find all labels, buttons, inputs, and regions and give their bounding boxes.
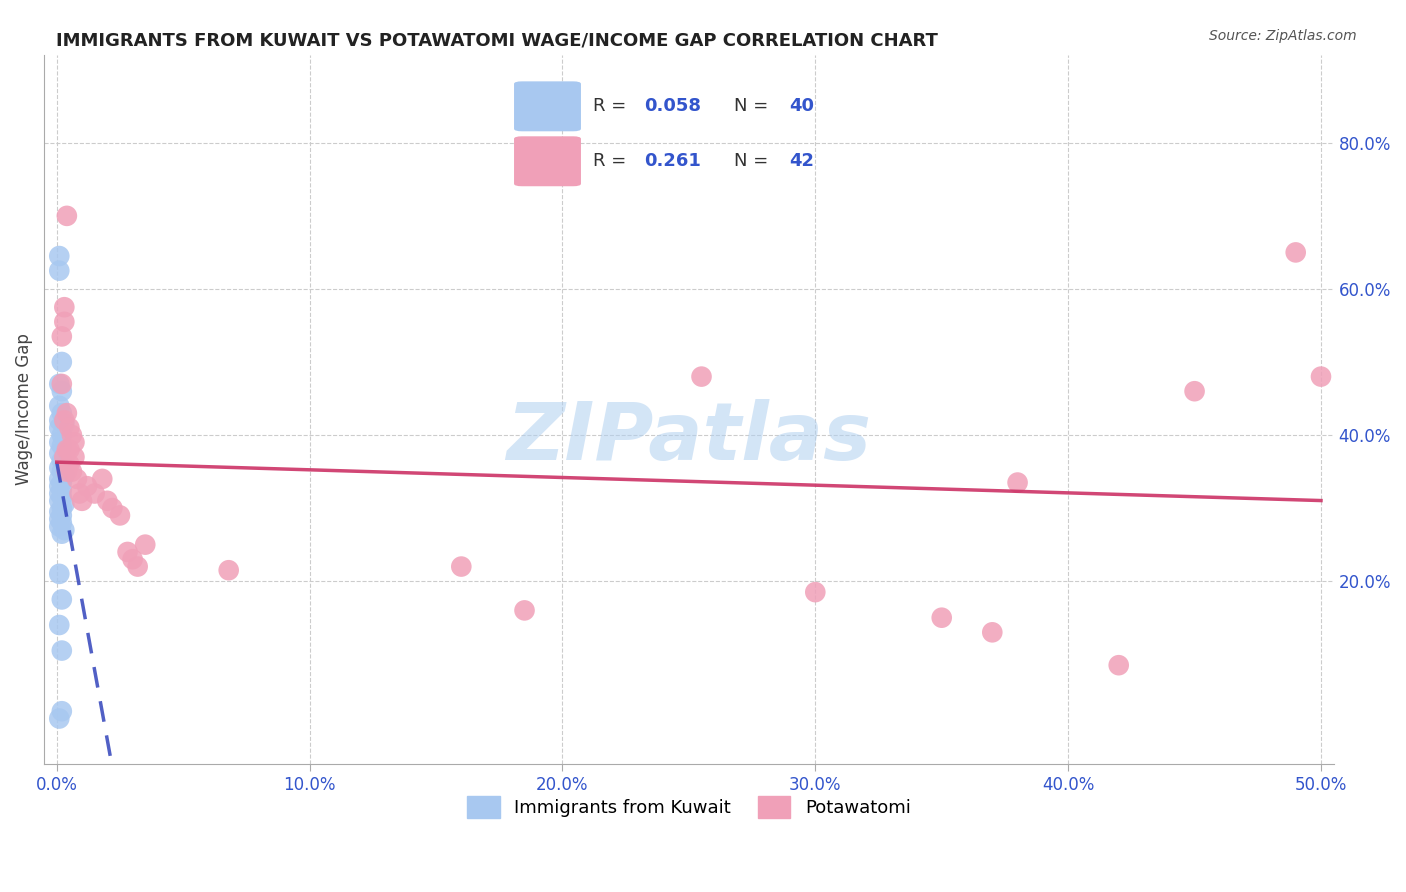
Point [48, 566, 70, 581]
Text: ZIPatlas: ZIPatlas [506, 399, 872, 477]
Point [51, 355, 73, 369]
Point [51, 329, 73, 343]
Text: N =: N = [734, 97, 775, 115]
Point [53, 450, 76, 464]
Point [51, 384, 73, 399]
Point [56, 209, 79, 223]
Point [56, 442, 79, 457]
Point [58, 457, 80, 471]
Point [53, 468, 76, 483]
Point [51, 526, 73, 541]
Point [117, 545, 139, 559]
Point [121, 552, 143, 566]
Point [48, 486, 70, 500]
Point [63, 435, 86, 450]
Point [101, 501, 124, 516]
Point [48, 461, 70, 475]
Point [931, 610, 953, 624]
Point [48, 263, 70, 277]
Point [53, 523, 76, 537]
Point [48, 479, 70, 493]
Point [48, 435, 70, 450]
Point [48, 712, 70, 726]
Point [51, 406, 73, 420]
Point [69, 486, 91, 500]
Point [53, 413, 76, 427]
Point [48, 472, 70, 486]
Point [53, 498, 76, 512]
Text: 42: 42 [790, 153, 814, 170]
Text: R =: R = [593, 97, 631, 115]
Point [51, 453, 73, 467]
Point [1007, 475, 1029, 490]
Point [48, 446, 70, 460]
Point [690, 369, 713, 384]
Point [48, 399, 70, 413]
Point [48, 493, 70, 508]
Point [1285, 245, 1308, 260]
Point [70, 493, 93, 508]
Point [48, 376, 70, 391]
Point [51, 428, 73, 442]
Point [60, 428, 83, 442]
Point [51, 508, 73, 523]
Point [51, 475, 73, 490]
Point [60, 465, 83, 479]
Point [1184, 384, 1206, 399]
Point [51, 439, 73, 453]
Point [83, 486, 105, 500]
Point [53, 417, 76, 431]
Point [981, 625, 1004, 640]
Point [51, 704, 73, 718]
FancyBboxPatch shape [515, 136, 581, 186]
Point [51, 483, 73, 497]
Point [51, 592, 73, 607]
Point [48, 519, 70, 533]
Point [63, 450, 86, 464]
Point [450, 559, 472, 574]
Point [48, 618, 70, 632]
Point [51, 376, 73, 391]
Text: IMMIGRANTS FROM KUWAIT VS POTAWATOMI WAGE/INCOME GAP CORRELATION CHART: IMMIGRANTS FROM KUWAIT VS POTAWATOMI WAG… [56, 31, 938, 49]
Point [48, 421, 70, 435]
Point [134, 538, 156, 552]
Point [76, 479, 98, 493]
Point [58, 442, 80, 457]
Point [56, 465, 79, 479]
Point [48, 413, 70, 427]
Point [48, 512, 70, 526]
Point [91, 472, 114, 486]
Point [127, 559, 149, 574]
Point [66, 472, 89, 486]
Point [51, 516, 73, 530]
Point [58, 421, 80, 435]
Point [48, 505, 70, 519]
Point [51, 643, 73, 657]
Legend: Immigrants from Kuwait, Potawatomi: Immigrants from Kuwait, Potawatomi [460, 789, 918, 826]
FancyBboxPatch shape [515, 81, 581, 131]
Text: Source: ZipAtlas.com: Source: ZipAtlas.com [1209, 29, 1357, 43]
Text: 0.058: 0.058 [644, 97, 702, 115]
Point [53, 315, 76, 329]
Point [48, 249, 70, 263]
Point [96, 493, 118, 508]
Point [51, 501, 73, 516]
Point [804, 585, 827, 599]
Point [51, 465, 73, 479]
Text: 40: 40 [790, 97, 814, 115]
Point [513, 603, 536, 617]
Point [53, 300, 76, 314]
Point [1108, 658, 1130, 673]
Point [108, 508, 131, 523]
Text: N =: N = [734, 153, 775, 170]
Text: 0.261: 0.261 [644, 153, 700, 170]
Y-axis label: Wage/Income Gap: Wage/Income Gap [15, 334, 32, 485]
Point [218, 563, 240, 577]
Text: R =: R = [593, 153, 637, 170]
Point [51, 490, 73, 504]
Point [1310, 369, 1333, 384]
Point [56, 406, 79, 420]
